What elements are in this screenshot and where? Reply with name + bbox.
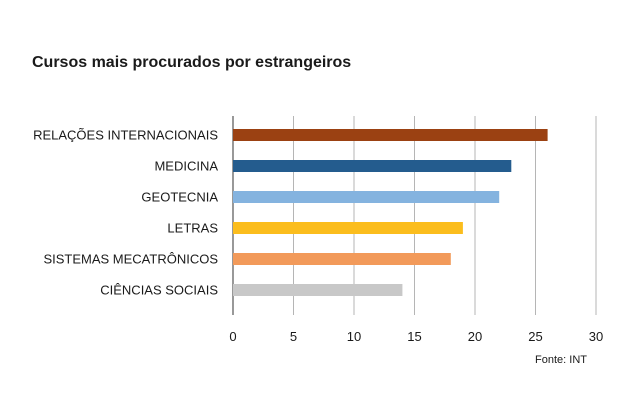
bars (233, 129, 548, 296)
bar (233, 253, 451, 265)
bar (233, 160, 512, 172)
category-label: RELAÇÕES INTERNACIONAIS (33, 128, 218, 143)
category-label: MEDICINA (154, 159, 218, 174)
x-tick-label: 5 (290, 329, 297, 344)
category-labels: RELAÇÕES INTERNACIONAIS MEDICINA GEOTECNIA… (33, 128, 218, 298)
x-tick-label: 30 (589, 329, 603, 344)
category-label: LETRAS (167, 221, 218, 236)
gridlines (232, 116, 597, 315)
x-tick-label: 25 (528, 329, 542, 344)
source-note: Fonte: INT (535, 354, 587, 366)
x-tick-label: 15 (407, 329, 421, 344)
bar (233, 222, 463, 234)
x-tick-label: 10 (347, 329, 361, 344)
bar (233, 129, 548, 141)
category-label: CIÊNCIAS SOCIAIS (100, 283, 218, 298)
category-label: GEOTECNIA (141, 190, 218, 205)
x-tick-label: 0 (229, 329, 236, 344)
x-tick-labels: 0 5 10 15 20 25 30 (229, 329, 603, 344)
bar (233, 191, 500, 203)
bar (233, 284, 403, 296)
x-tick-label: 20 (468, 329, 482, 344)
chart-title: Cursos mais procurados por estrangeiros (32, 54, 351, 71)
category-label: SISTEMAS MECATRÔNICOS (43, 252, 218, 267)
